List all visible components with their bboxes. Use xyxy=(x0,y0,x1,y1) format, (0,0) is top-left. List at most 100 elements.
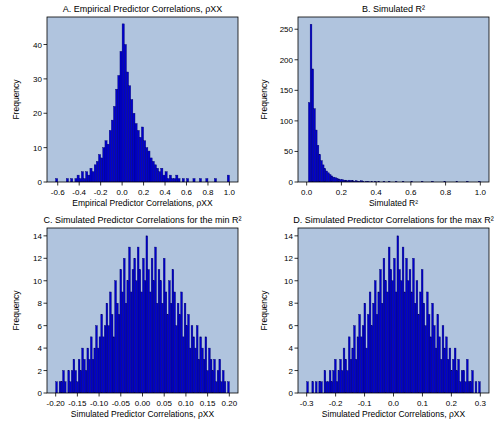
histogram-bar xyxy=(394,258,396,393)
y-tick-label: 50 xyxy=(284,147,293,156)
x-tick-label: 0.6 xyxy=(405,188,417,197)
y-tick xyxy=(44,182,48,183)
x-axis-label: Empirical Predictor Correlations, ρXX xyxy=(72,198,213,208)
histogram-bar xyxy=(333,371,335,393)
histogram-bar xyxy=(148,151,150,182)
histogram-bar xyxy=(161,168,163,182)
histogram-bar xyxy=(87,348,89,393)
histogram-bar xyxy=(193,337,195,393)
histogram-bar xyxy=(203,359,205,393)
y-tick-label: 10 xyxy=(284,277,293,286)
histogram-bar xyxy=(146,236,148,393)
histogram-bar xyxy=(381,303,383,393)
histogram-bar xyxy=(400,281,402,393)
histogram-bar xyxy=(361,337,363,393)
histogram-bar xyxy=(308,103,310,182)
histogram-bar xyxy=(118,314,120,393)
x-tick-label: 0.8 xyxy=(440,188,452,197)
histogram-bar xyxy=(101,314,103,393)
histogram-bar xyxy=(144,281,146,393)
histogram-bar xyxy=(214,179,216,182)
y-tick-label: 20 xyxy=(33,109,42,118)
histogram-bar xyxy=(182,337,184,393)
histogram-bar xyxy=(170,303,172,393)
histogram-bar xyxy=(416,281,418,393)
histogram-bar xyxy=(373,303,375,393)
y-tick xyxy=(44,258,48,259)
histogram-bar xyxy=(317,145,319,182)
histogram-bar xyxy=(364,303,366,393)
histogram-bar xyxy=(81,172,83,182)
histogram-bar xyxy=(315,382,317,393)
histogram-bar xyxy=(134,258,136,393)
histogram-bar xyxy=(149,292,151,393)
y-tick xyxy=(295,325,299,326)
x-tick xyxy=(335,393,336,397)
y-tick xyxy=(44,393,48,394)
histogram-bar xyxy=(116,303,118,393)
histogram-bar xyxy=(354,326,356,393)
y-tick xyxy=(44,78,48,79)
histogram-bar xyxy=(336,178,338,182)
x-tick-label: -0.6 xyxy=(51,188,65,197)
histogram-bar xyxy=(94,348,96,393)
chart-title: A. Empirical Predictor Correlations, ρXX xyxy=(63,4,223,14)
histogram-bar xyxy=(123,258,125,393)
histogram-bar xyxy=(196,326,198,393)
x-tick xyxy=(393,393,394,397)
x-tick-label: -0.10 xyxy=(90,399,109,408)
y-axis-label: Frequency xyxy=(11,290,21,331)
x-tick xyxy=(122,182,123,186)
y-tick-label: 14 xyxy=(33,232,42,241)
histogram-bar xyxy=(449,348,451,393)
histogram-bar xyxy=(307,382,309,393)
histogram-bar xyxy=(314,109,316,182)
y-tick xyxy=(295,303,299,304)
histogram-bar xyxy=(141,127,143,182)
histogram-bar xyxy=(310,24,312,182)
histogram-bar xyxy=(61,382,63,393)
y-tick-label: 10 xyxy=(33,144,42,153)
histogram-bar xyxy=(413,258,415,393)
histogram-bar xyxy=(163,258,165,393)
histogram-bar xyxy=(137,247,139,393)
y-tick xyxy=(295,29,299,30)
histogram-bar xyxy=(421,270,423,393)
histogram-bar xyxy=(165,292,167,393)
histogram-bar xyxy=(334,178,336,182)
y-tick xyxy=(295,235,299,236)
histogram-bar xyxy=(162,303,164,393)
histogram-bar xyxy=(423,303,425,393)
histogram-bar xyxy=(88,175,90,182)
histogram-bar xyxy=(362,326,364,393)
histogram-bar xyxy=(475,382,477,393)
histogram-bar xyxy=(380,270,382,393)
histogram-bar xyxy=(177,303,179,393)
x-tick-label: 0.3 xyxy=(475,399,487,408)
histogram-bar xyxy=(442,326,444,393)
x-tick-label: 0.0 xyxy=(388,399,400,408)
histogram-bar xyxy=(378,292,380,393)
histogram-bar xyxy=(75,179,77,182)
histogram-bar xyxy=(153,281,155,393)
y-tick-label: 8 xyxy=(289,299,294,308)
histogram-bar xyxy=(97,348,99,393)
histogram-bar xyxy=(395,292,397,393)
histogram-bar xyxy=(454,348,456,393)
x-tick-label: 0.8 xyxy=(202,188,214,197)
histogram-bar xyxy=(165,172,167,182)
histogram-bar xyxy=(367,314,369,393)
histogram-bar xyxy=(376,314,378,393)
histogram-bar xyxy=(470,382,472,393)
x-tick-label: 0.10 xyxy=(178,399,194,408)
histogram-bar xyxy=(371,326,373,393)
histogram-bar xyxy=(369,292,371,393)
x-tick xyxy=(165,182,166,186)
histogram-bar xyxy=(402,247,404,393)
panel: 0.00.20.40.60.81.0050100150200250B. Simu… xyxy=(259,4,489,208)
histogram-bar xyxy=(217,371,219,393)
x-tick-label: -0.05 xyxy=(112,399,131,408)
y-tick-label: 40 xyxy=(33,41,42,50)
histogram-bar xyxy=(195,348,197,393)
x-tick-label: 0.15 xyxy=(200,399,216,408)
